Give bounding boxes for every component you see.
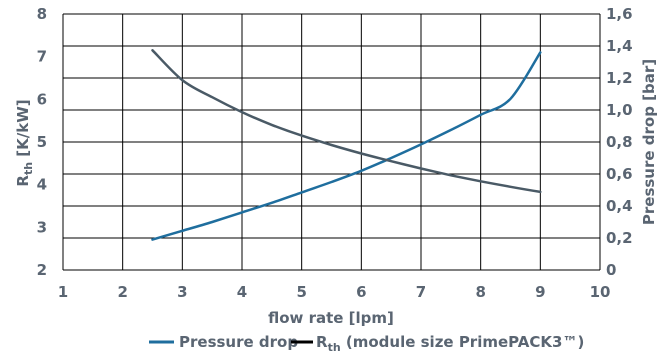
- y-left-title-rest: [K/kW]: [14, 99, 32, 162]
- x-tick-label: 10: [590, 283, 611, 301]
- legend: Pressure drop Rth (module size PrimePACK…: [149, 333, 584, 353]
- y-left-tick-label: 4: [37, 176, 47, 194]
- legend-rth-sub: th: [328, 341, 341, 353]
- series-line-rth: [151, 49, 542, 194]
- x-tick-label: 5: [296, 283, 306, 301]
- y-right-tick-labels: 0 0,2 0,4 0,6 0,8 1,0 1,2 1,4 1,6: [606, 5, 633, 279]
- legend-label-rth: Rth (module size PrimePACK3™): [316, 333, 584, 353]
- y-left-title-main: R: [14, 175, 32, 187]
- x-tick-label: 9: [535, 283, 545, 301]
- y-right-tick-label: 0,2: [606, 229, 633, 247]
- y-left-tick-label: 2: [37, 261, 47, 279]
- legend-rth-main: R: [316, 333, 328, 351]
- y-left-tick-label: 3: [37, 218, 47, 236]
- series-line-pressure-drop: [151, 51, 542, 241]
- y-left-tick-labels: 2 3 4 5 6 7 8: [37, 5, 47, 279]
- x-tick-label: 1: [58, 283, 68, 301]
- x-tick-label: 4: [237, 283, 247, 301]
- y-right-tick-label: 0,4: [606, 197, 633, 215]
- grid: [62, 13, 601, 271]
- y-left-tick-label: 6: [37, 90, 47, 108]
- series-layer: [151, 49, 542, 241]
- x-tick-labels: 1 2 3 4 5 6 7 8 9 10: [58, 283, 611, 301]
- y-right-tick-label: 1,0: [606, 101, 633, 119]
- y-left-tick-label: 5: [37, 133, 47, 151]
- x-tick-label: 7: [416, 283, 426, 301]
- legend-label-pressure-drop: Pressure drop: [179, 333, 298, 351]
- legend-rth-rest: (module size PrimePACK3™): [341, 333, 585, 351]
- x-tick-label: 6: [356, 283, 366, 301]
- x-tick-label: 3: [177, 283, 187, 301]
- y-right-tick-label: 0,8: [606, 133, 633, 151]
- y-right-tick-label: 1,6: [606, 5, 633, 23]
- y-left-tick-label: 8: [37, 5, 47, 23]
- x-axis-title: flow rate [lpm]: [268, 309, 394, 327]
- x-tick-label: 8: [475, 283, 485, 301]
- y-right-tick-label: 1,4: [606, 37, 633, 55]
- y-right-axis-title: Pressure drop [bar]: [640, 59, 658, 225]
- y-left-axis-title: Rth [K/kW]: [14, 99, 35, 186]
- y-right-tick-label: 0,6: [606, 165, 633, 183]
- y-right-tick-label: 0: [606, 261, 616, 279]
- y-left-title-sub: th: [22, 162, 35, 175]
- y-right-tick-label: 1,2: [606, 69, 633, 87]
- y-left-tick-label: 7: [37, 48, 47, 66]
- x-tick-label: 2: [117, 283, 127, 301]
